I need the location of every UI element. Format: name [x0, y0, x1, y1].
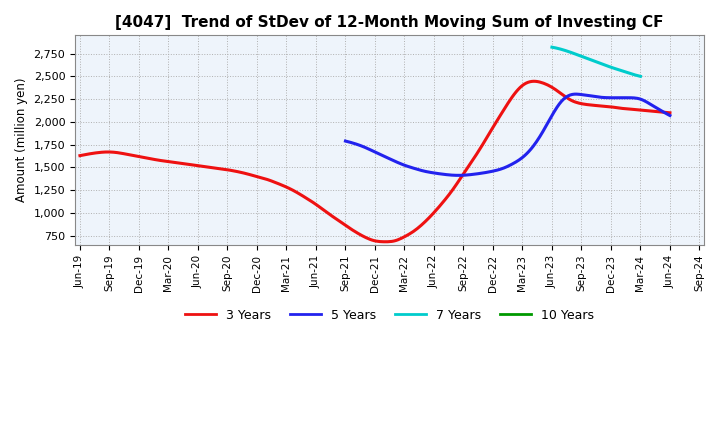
Title: [4047]  Trend of StDev of 12-Month Moving Sum of Investing CF: [4047] Trend of StDev of 12-Month Moving…	[115, 15, 664, 30]
Y-axis label: Amount (million yen): Amount (million yen)	[15, 78, 28, 202]
Legend: 3 Years, 5 Years, 7 Years, 10 Years: 3 Years, 5 Years, 7 Years, 10 Years	[180, 304, 600, 327]
